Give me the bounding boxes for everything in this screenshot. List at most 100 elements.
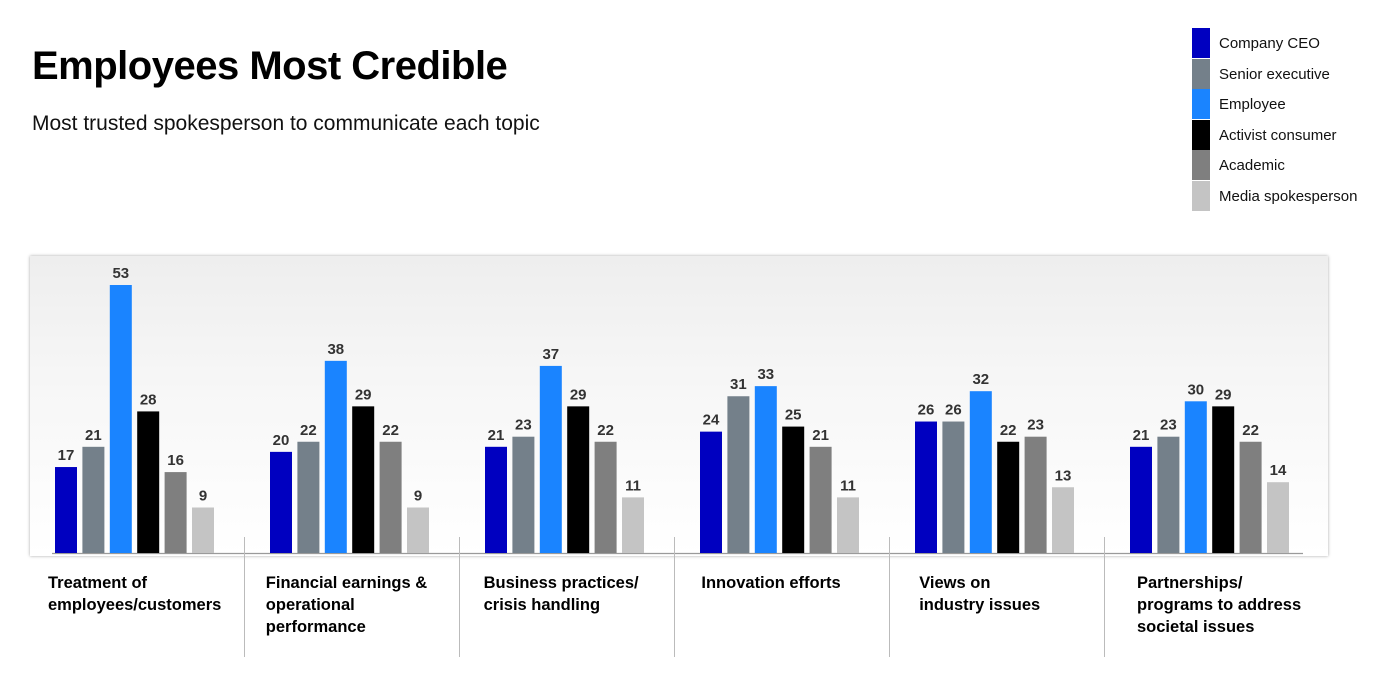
chart-title: Employees Most Credible <box>32 44 508 88</box>
data-label-academic: 16 <box>167 452 184 469</box>
data-label-employee: 30 <box>1187 381 1204 398</box>
bar-media-spokesperson <box>1267 482 1289 553</box>
data-label-employee: 53 <box>112 265 129 282</box>
category-label: Views on industry issues <box>919 572 1040 616</box>
data-label-company-ceo: 21 <box>488 427 505 444</box>
data-label-company-ceo: 21 <box>1133 427 1150 444</box>
data-label-academic: 21 <box>812 427 829 444</box>
category-label-line: Views on <box>919 574 991 592</box>
bar-senior-executive <box>512 436 535 553</box>
bar-company-ceo <box>485 446 507 553</box>
data-label-senior-executive: 23 <box>515 417 532 434</box>
bar-academic <box>1239 441 1262 553</box>
bar-activist-consumer <box>1212 406 1235 553</box>
data-label-activist-consumer: 29 <box>570 386 587 403</box>
legend-label-company-ceo: Company CEO <box>1219 35 1320 52</box>
legend-label-media-spokesperson: Media spokesperson <box>1219 187 1358 205</box>
bar-employee <box>324 360 347 553</box>
bar-employee <box>539 365 562 553</box>
legend-swatch-senior-executive <box>1192 58 1210 89</box>
category-label: Partnerships/programs to address societal… <box>1137 572 1301 638</box>
chart-subtitle: Most trusted spokesperson to communicate… <box>32 112 540 135</box>
bar-academic <box>1024 436 1047 553</box>
bar-senior-executive <box>297 441 320 553</box>
chart-panel <box>30 256 1328 556</box>
data-label-company-ceo: 20 <box>273 432 290 449</box>
data-label-company-ceo: 17 <box>58 447 75 464</box>
bar-employee <box>109 285 132 553</box>
bar-company-ceo <box>915 421 937 553</box>
legend-label-academic: Academic <box>1219 157 1285 174</box>
category-label-line: industry issues <box>919 596 1041 614</box>
data-label-media-spokesperson: 9 <box>414 487 422 504</box>
data-label-academic: 22 <box>597 422 614 439</box>
data-label-senior-executive: 22 <box>300 422 317 439</box>
category-label: Financial earnings & operational performan… <box>266 572 427 638</box>
bar-academic <box>379 441 402 553</box>
bar-media-spokesperson <box>1052 487 1074 553</box>
bar-activist-consumer <box>352 406 375 553</box>
bar-company-ceo <box>1130 446 1152 553</box>
data-label-activist-consumer: 29 <box>355 386 372 403</box>
category-label-line: Treatment of <box>48 574 148 592</box>
category-label: Innovation efforts <box>701 572 840 594</box>
bar-senior-executive <box>942 421 965 553</box>
legend-swatch-employee <box>1192 89 1210 119</box>
category-label-line: Financial earnings & <box>265 574 428 592</box>
bar-academic <box>809 446 832 553</box>
data-label-employee: 37 <box>542 346 559 363</box>
category-label-line: performance <box>265 618 366 636</box>
bar-media-spokesperson <box>407 507 429 553</box>
data-label-academic: 22 <box>1242 422 1259 439</box>
data-label-senior-executive: 23 <box>1160 417 1177 434</box>
bar-media-spokesperson <box>622 497 644 553</box>
data-label-company-ceo: 26 <box>918 402 935 419</box>
legend-label-activist-consumer: Activist consumer <box>1219 126 1337 144</box>
bar-company-ceo <box>700 431 722 553</box>
bar-academic <box>594 441 617 553</box>
bar-company-ceo <box>270 451 292 553</box>
bar-senior-executive <box>82 446 105 553</box>
data-label-academic: 22 <box>382 422 399 439</box>
category-label-line: societal issues <box>1137 618 1255 636</box>
data-label-media-spokesperson: 9 <box>199 487 207 504</box>
data-label-senior-executive: 21 <box>85 427 102 444</box>
category-label-line: employees/customers <box>48 596 222 614</box>
bar-activist-consumer <box>567 406 590 553</box>
category-label: Business practices/crisis handling <box>484 572 639 616</box>
legend-label-employee: Employee <box>1219 96 1286 113</box>
legend-swatch-academic <box>1192 150 1210 180</box>
legend-swatch-company-ceo <box>1192 28 1210 58</box>
data-label-activist-consumer: 29 <box>1215 386 1232 403</box>
category-label-line: crisis handling <box>483 596 601 614</box>
legend-swatch-media-spokesperson <box>1192 180 1210 211</box>
bar-senior-executive <box>1157 436 1180 553</box>
data-label-activist-consumer: 25 <box>785 407 802 424</box>
data-label-employee: 38 <box>327 341 344 358</box>
bar-employee <box>969 391 992 553</box>
data-label-media-spokesperson: 13 <box>1055 467 1072 484</box>
data-label-employee: 32 <box>972 371 989 388</box>
category-label-line: Innovation efforts <box>701 574 841 592</box>
category-label-line: operational <box>265 596 355 614</box>
bar-activist-consumer <box>997 441 1020 553</box>
bar-company-ceo <box>55 467 77 553</box>
bar-academic <box>164 472 187 553</box>
bar-employee <box>754 386 777 553</box>
data-label-activist-consumer: 28 <box>140 391 157 408</box>
bar-employee <box>1184 401 1207 553</box>
bar-activist-consumer <box>782 426 805 553</box>
category-label-line: programs to address <box>1137 596 1302 614</box>
bar-senior-executive <box>727 396 750 553</box>
data-label-activist-consumer: 22 <box>1000 422 1017 439</box>
data-label-senior-executive: 31 <box>730 376 747 393</box>
data-label-media-spokesperson: 11 <box>840 477 856 494</box>
data-label-academic: 23 <box>1027 417 1044 434</box>
category-label-line: Partnerships/ <box>1137 574 1243 592</box>
data-label-senior-executive: 26 <box>945 402 962 419</box>
data-label-employee: 33 <box>757 366 774 383</box>
legend-swatch-activist-consumer <box>1192 119 1210 150</box>
category-label: Treatment of employees/customers <box>48 572 221 616</box>
data-label-media-spokesperson: 11 <box>625 477 641 494</box>
